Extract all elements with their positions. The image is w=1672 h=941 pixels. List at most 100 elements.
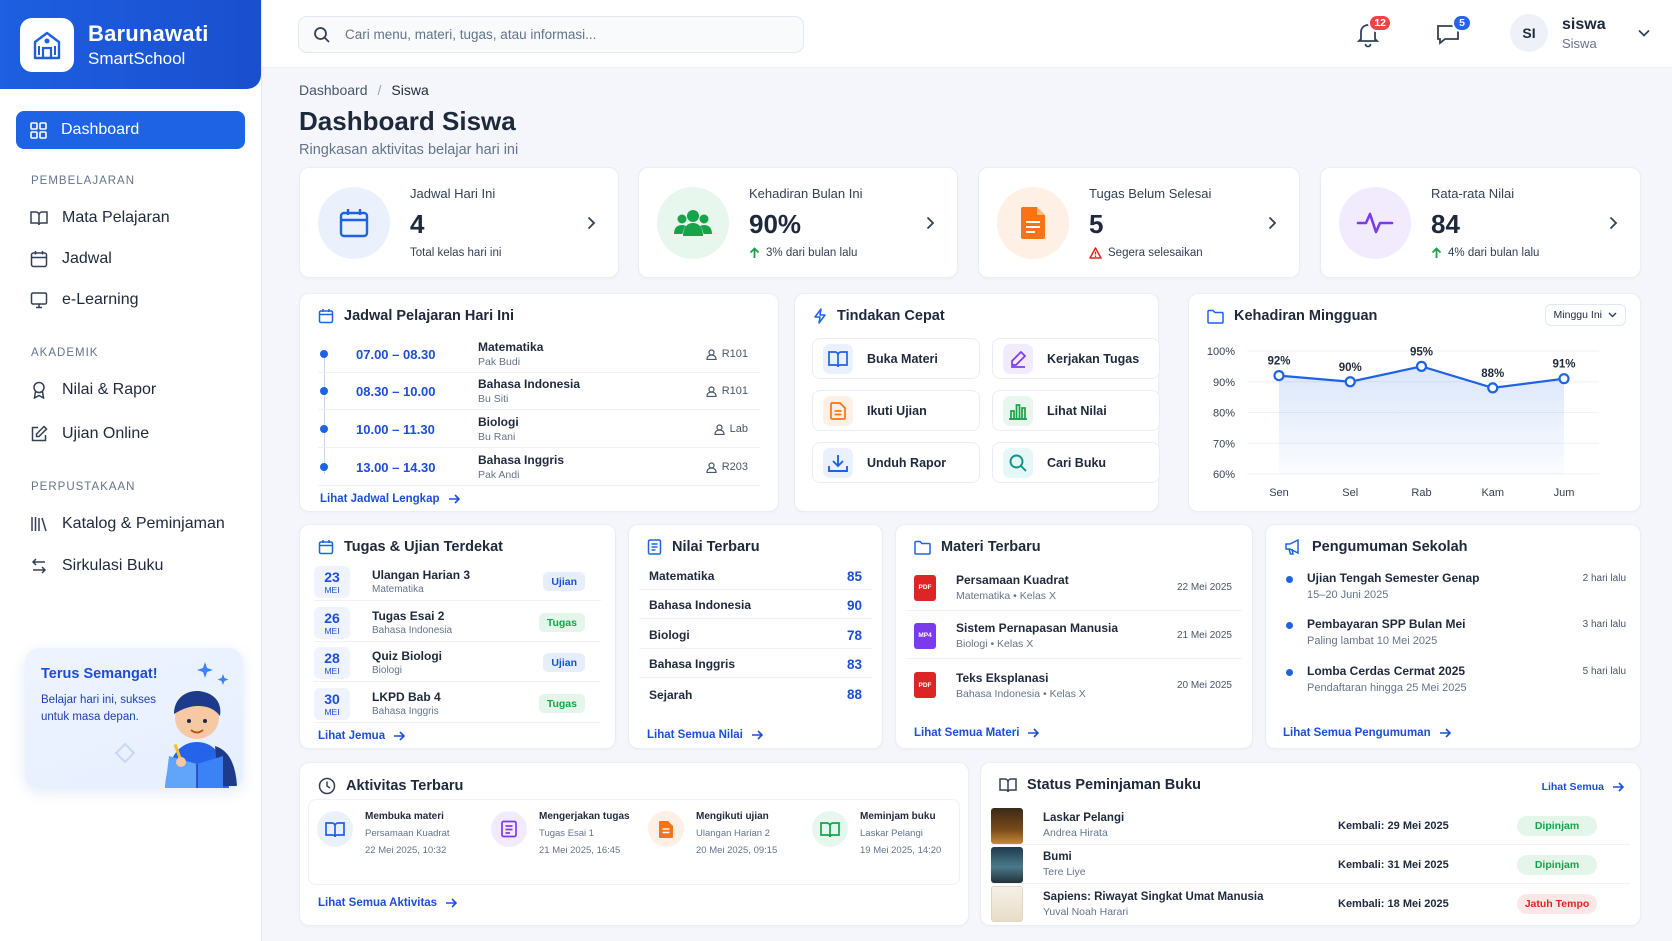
link-label: Lihat Jadwal Lengkap: [320, 493, 440, 505]
book-loan-row[interactable]: Sapiens: Riwayat Singkat Umat Manusia Yuv…: [991, 885, 1630, 923]
schedule-teacher: Bu Siti: [478, 393, 509, 405]
sidebar-item-nilai-rapor[interactable]: Nilai & Rapor: [16, 371, 245, 409]
announcement-title: Pembayaran SPP Bulan Mei: [1307, 617, 1466, 631]
date-badge: 26 MEI: [314, 606, 350, 639]
view-all-materials-link[interactable]: Lihat Semua Materi: [914, 727, 1040, 739]
chevron-down-icon: [1608, 312, 1617, 318]
page-subtitle: Ringkasan aktivitas belajar hari ini: [299, 142, 519, 158]
material-row[interactable]: MP4 Sistem Pernapasan Manusia Biologi • K…: [906, 613, 1242, 659]
book-loan-row[interactable]: Laskar Pelangi Andrea Hirata Kembali: 29 …: [991, 807, 1630, 845]
open-material-button[interactable]: Buka Materi: [812, 338, 980, 379]
arrow-right-icon: [1612, 782, 1624, 792]
announcement-row[interactable]: Lomba Cerdas Cermat 2025 Pendaftaran hing…: [1286, 664, 1626, 694]
attendance-chart-card: Kehadiran Mingguan Minggu Ini 100% 90% 80%…: [1188, 293, 1641, 512]
do-task-button[interactable]: Kerjakan Tugas: [992, 338, 1160, 379]
page-title: Dashboard Siswa: [299, 106, 516, 136]
user-menu[interactable]: SI siswa Siswa: [1510, 14, 1650, 52]
sidebar-item-dashboard[interactable]: Dashboard: [16, 111, 245, 149]
task-row[interactable]: 26 MEI Tugas Esai 2 Bahasa Indonesia Tugas: [314, 604, 601, 642]
data-point: [1344, 376, 1356, 388]
announcement-title: Ujian Tengah Semester Genap: [1307, 571, 1480, 585]
activity-subject: Persamaan Kuadrat: [365, 828, 450, 839]
timeline-dot: [320, 350, 328, 358]
schedule-row[interactable]: 10.00 – 11.30 Biologi Bu Rani Lab: [318, 411, 760, 448]
grade-row[interactable]: Biologi 78: [639, 622, 872, 649]
schedule-row[interactable]: 13.00 – 14.30 Bahasa Inggris Pak Andi R20…: [318, 449, 760, 486]
grade-row[interactable]: Matematika 85: [639, 563, 872, 590]
data-label: 92%: [1267, 356, 1290, 368]
sidebar-item-jadwal[interactable]: Jadwal: [16, 240, 245, 278]
announcement-time: 5 hari lalu: [1582, 666, 1626, 677]
chevron-right-icon: [926, 216, 935, 230]
pdf-file-icon: PDF: [914, 574, 936, 601]
activity-item[interactable]: Mengerjakan tugas Tugas Esai 1 21 Mei 2025…: [491, 811, 630, 856]
book-title: Sapiens: Riwayat Singkat Umat Manusia: [1043, 890, 1264, 903]
sidebar-item-katalog[interactable]: Katalog & Peminjaman: [16, 505, 245, 543]
view-full-schedule-link[interactable]: Lihat Jadwal Lengkap: [320, 493, 460, 505]
stat-card-average[interactable]: Rata-rata Nilai 84 4% dari bulan lalu: [1320, 167, 1641, 278]
breadcrumb-root[interactable]: Dashboard: [299, 82, 368, 98]
announcement-row[interactable]: Ujian Tengah Semester Genap 15–20 Juni 20…: [1286, 571, 1626, 601]
stat-card-tasks[interactable]: Tugas Belum Selesai 5 Segera selesaikan: [978, 167, 1300, 278]
task-row[interactable]: 28 MEI Quiz Biologi Biologi Ujian: [314, 644, 601, 682]
grade-row[interactable]: Bahasa Inggris 83: [639, 651, 872, 678]
x-tick-label: Sen: [1269, 487, 1289, 499]
week-filter-dropdown[interactable]: Minggu Ini: [1544, 304, 1626, 326]
clock-icon: [318, 777, 336, 795]
announcement-row[interactable]: Pembayaran SPP Bulan Mei Paling lambat 10…: [1286, 617, 1626, 647]
search-book-button[interactable]: Cari Buku: [992, 442, 1160, 483]
sidebar-item-sirkulasi[interactable]: Sirkulasi Buku: [16, 547, 245, 585]
stat-label: Kehadiran Bulan Ini: [749, 186, 863, 201]
search-bar[interactable]: [298, 16, 804, 53]
search-input[interactable]: [345, 27, 765, 42]
download-report-button[interactable]: Unduh Rapor: [812, 442, 980, 483]
task-row[interactable]: 30 MEI LKPD Bab 4 Bahasa Inggris Tugas: [314, 685, 601, 723]
grade-subject: Sejarah: [649, 687, 693, 702]
activity-item[interactable]: Membuka materi Persamaan Kuadrat 22 Mei 20…: [317, 811, 450, 856]
material-title: Sistem Pernapasan Manusia: [956, 621, 1119, 635]
date-day: 26: [324, 609, 340, 626]
activity-item[interactable]: Mengikuti ujian Ulangan Harian 2 20 Mei 20…: [648, 811, 777, 856]
book-loan-row[interactable]: Bumi Tere Liye Kembali: 31 Mei 2025 Dipin…: [991, 846, 1630, 884]
x-tick-label: Sel: [1342, 487, 1358, 499]
megaphone-icon: [1284, 539, 1302, 555]
task-row[interactable]: 23 MEI Ulangan Harian 3 Matematika Ujian: [314, 563, 601, 601]
sidebar-item-ujian-online[interactable]: Ujian Online: [16, 415, 245, 453]
stat-label: Jadwal Hari Ini: [410, 186, 496, 201]
view-all-activities-link[interactable]: Lihat Semua Aktivitas: [318, 897, 458, 909]
grade-row[interactable]: Sejarah 88: [639, 681, 872, 708]
view-grades-button[interactable]: Lihat Nilai: [992, 390, 1160, 431]
notification-button[interactable]: 12: [1354, 14, 1392, 50]
view-all-announcements-link[interactable]: Lihat Semua Pengumuman: [1283, 727, 1451, 739]
view-all-tasks-link[interactable]: Lihat Jemua: [318, 730, 406, 742]
date-month: MEI: [324, 706, 340, 717]
arrow-right-icon: [1027, 728, 1040, 738]
material-row[interactable]: PDF Persamaan Kuadrat Matematika • Kelas …: [906, 565, 1242, 611]
book-loans-card: Status Peminjaman Buku Lihat Semua Laska…: [980, 762, 1641, 926]
view-all-grades-link[interactable]: Lihat Semua Nilai: [647, 729, 763, 741]
book-author: Tere Liye: [1043, 866, 1086, 878]
sidebar-item-mata-pelajaran[interactable]: Mata Pelajaran: [16, 199, 245, 237]
grade-row[interactable]: Bahasa Indonesia 90: [639, 592, 872, 619]
date-badge: 23 MEI: [314, 565, 350, 598]
grade-subject: Biologi: [649, 628, 690, 642]
book-open-icon: [812, 811, 848, 847]
link-label: Lihat Jemua: [318, 730, 386, 742]
schedule-row[interactable]: 08.30 – 10.00 Bahasa Indonesia Bu Siti R1…: [318, 373, 760, 410]
button-label: Unduh Rapor: [867, 455, 947, 470]
messages-button[interactable]: 5: [1434, 14, 1472, 50]
view-all-loans-link[interactable]: Lihat Semua: [1542, 781, 1624, 793]
brand-header[interactable]: Barunawati SmartSchool: [0, 0, 261, 89]
stat-card-schedule[interactable]: Jadwal Hari Ini 4 Total kelas hari ini: [299, 167, 619, 278]
chevron-down-icon: [1637, 29, 1650, 37]
schedule-row[interactable]: 07.00 – 08.30 Matematika Pak Budi R101: [318, 336, 760, 373]
take-exam-button[interactable]: Ikuti Ujian: [812, 390, 980, 431]
stat-card-attendance[interactable]: Kehadiran Bulan Ini 90% 3% dari bulan la…: [638, 167, 958, 278]
activity-item[interactable]: Meminjam buku Laskar Pelangi 19 Mei 2025, …: [812, 811, 941, 856]
date-month: MEI: [324, 625, 340, 636]
button-label: Buka Materi: [867, 351, 938, 366]
grade-subject: Bahasa Indonesia: [649, 598, 752, 612]
material-row[interactable]: PDF Teks Eksplanasi Bahasa Indonesia • Ke…: [906, 662, 1242, 708]
sidebar-item-elearning[interactable]: e-Learning: [16, 281, 245, 319]
book-loans-title: Status Peminjaman Buku: [1027, 777, 1202, 793]
